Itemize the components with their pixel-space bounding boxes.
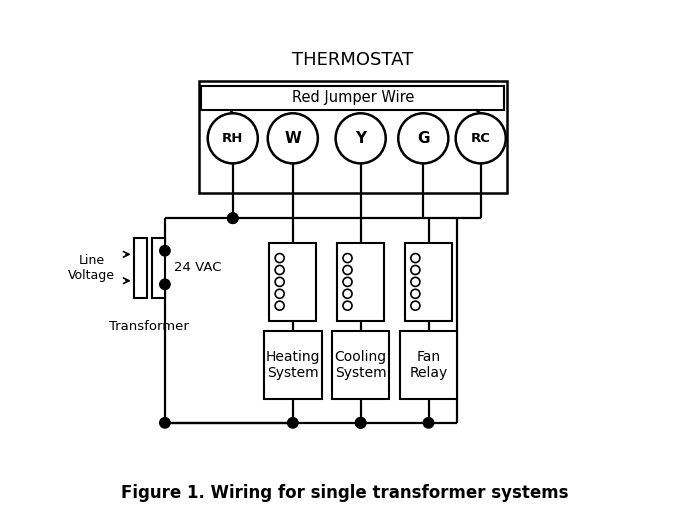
- Circle shape: [275, 301, 284, 310]
- Text: Transformer: Transformer: [109, 320, 189, 333]
- Circle shape: [275, 289, 284, 298]
- Circle shape: [411, 301, 420, 310]
- Circle shape: [275, 254, 284, 263]
- Text: Line
Voltage: Line Voltage: [68, 254, 115, 281]
- Circle shape: [228, 213, 238, 223]
- Circle shape: [355, 418, 366, 428]
- Circle shape: [275, 266, 284, 275]
- Circle shape: [275, 277, 284, 287]
- Circle shape: [423, 418, 434, 428]
- Text: Red Jumper Wire: Red Jumper Wire: [292, 90, 414, 105]
- Bar: [269, 243, 316, 321]
- Bar: [199, 81, 507, 193]
- Text: Fan
Relay: Fan Relay: [409, 350, 448, 381]
- Text: Figure 1. Wiring for single transformer systems: Figure 1. Wiring for single transformer …: [121, 484, 569, 502]
- Circle shape: [208, 113, 258, 163]
- Bar: [152, 238, 165, 298]
- Text: RH: RH: [222, 132, 244, 145]
- Text: THERMOSTAT: THERMOSTAT: [292, 51, 413, 69]
- Circle shape: [228, 213, 238, 223]
- Bar: [134, 238, 147, 298]
- Text: W: W: [284, 131, 302, 146]
- Text: Heating
System: Heating System: [266, 350, 320, 381]
- Bar: [201, 86, 504, 110]
- Circle shape: [355, 418, 366, 428]
- Circle shape: [159, 245, 170, 256]
- Circle shape: [159, 279, 170, 290]
- Circle shape: [411, 266, 420, 275]
- Circle shape: [343, 277, 352, 287]
- Text: 24 VAC: 24 VAC: [173, 261, 221, 274]
- Text: G: G: [417, 131, 430, 146]
- Text: Y: Y: [355, 131, 366, 146]
- Text: Cooling
System: Cooling System: [335, 350, 386, 381]
- Bar: [264, 331, 322, 399]
- Circle shape: [411, 289, 420, 298]
- Circle shape: [343, 254, 352, 263]
- Circle shape: [455, 113, 506, 163]
- Bar: [332, 331, 389, 399]
- Circle shape: [268, 113, 318, 163]
- Bar: [337, 243, 384, 321]
- Circle shape: [411, 254, 420, 263]
- Circle shape: [343, 289, 352, 298]
- Bar: [405, 243, 452, 321]
- Text: RC: RC: [471, 132, 491, 145]
- Bar: [400, 331, 457, 399]
- Circle shape: [398, 113, 449, 163]
- Circle shape: [159, 418, 170, 428]
- Circle shape: [343, 301, 352, 310]
- Circle shape: [411, 277, 420, 287]
- Circle shape: [343, 266, 352, 275]
- Circle shape: [288, 418, 298, 428]
- Circle shape: [335, 113, 386, 163]
